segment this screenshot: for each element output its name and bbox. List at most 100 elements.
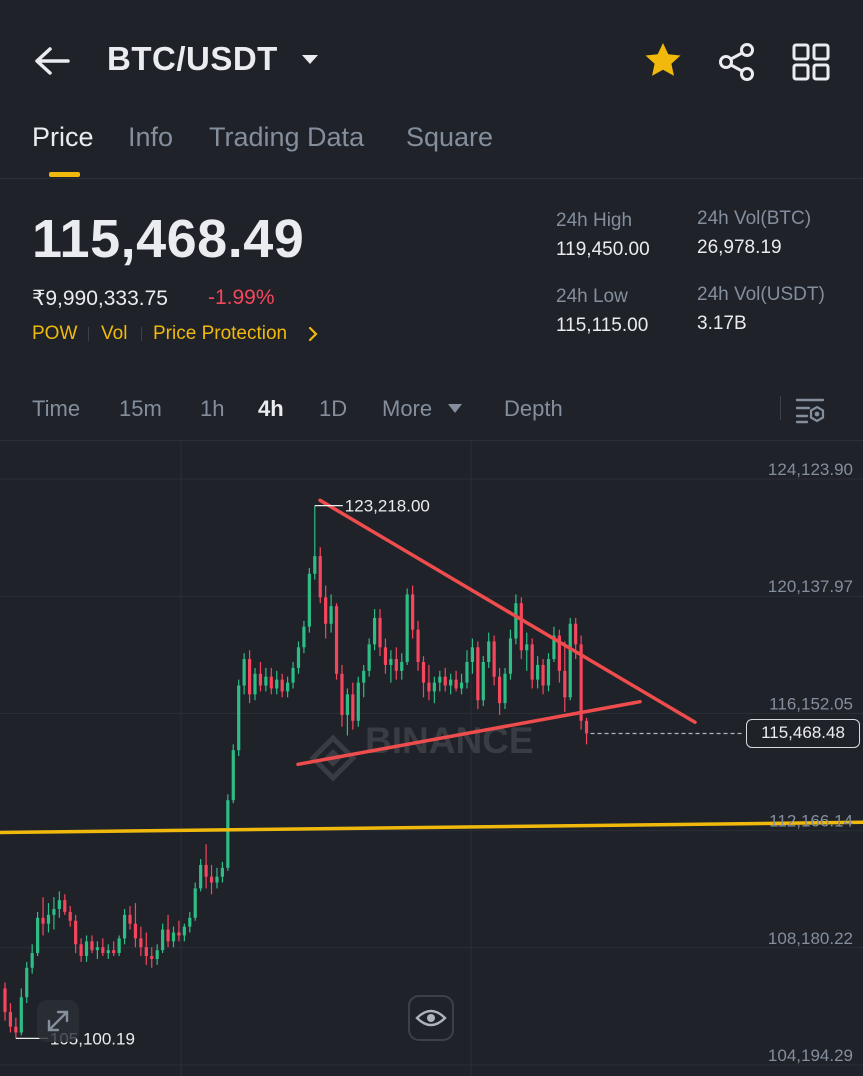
candle-body: [57, 900, 61, 909]
candle-body: [324, 597, 328, 624]
star-icon[interactable]: [642, 40, 684, 82]
stat-24h-low-label: 24h Low: [556, 286, 628, 307]
tab-trading-data[interactable]: Trading Data: [209, 122, 365, 152]
grid-icon[interactable]: [790, 41, 832, 83]
candle-body: [182, 926, 186, 936]
candle-body: [122, 914, 127, 939]
caret-down-icon[interactable]: [300, 52, 320, 68]
candle-body: [68, 911, 72, 921]
candle-body: [563, 670, 567, 698]
chart-settings-icon[interactable]: [793, 394, 829, 426]
candle-body: [79, 944, 83, 957]
share-icon[interactable]: [716, 41, 758, 83]
interval-bottom-divider: [0, 440, 863, 441]
candle-body: [161, 929, 165, 951]
candle-body: [389, 659, 393, 665]
candle-body: [74, 920, 78, 945]
candle-body: [302, 626, 306, 648]
candle-body: [345, 694, 350, 715]
tag-price-protection[interactable]: Price Protection: [153, 323, 288, 344]
fiat-price: ₹9,990,333.75: [32, 287, 168, 310]
tag-pow[interactable]: POW: [32, 323, 78, 344]
candle-body: [63, 900, 67, 912]
interval-1d[interactable]: 1D: [319, 396, 348, 421]
candle-body: [171, 932, 176, 942]
tab-price[interactable]: Price: [32, 122, 94, 152]
pair-title[interactable]: BTC/USDT: [107, 40, 278, 77]
candle-body: [209, 876, 214, 883]
interval-1h[interactable]: 1h: [200, 396, 225, 421]
candle-body: [367, 644, 371, 671]
candle-body: [253, 673, 257, 695]
candle-body: [25, 967, 29, 998]
interval-depth[interactable]: Depth: [504, 396, 563, 421]
candle-body: [584, 720, 589, 734]
eye-icon[interactable]: [408, 995, 454, 1041]
candle-body: [242, 659, 246, 686]
candle-body: [101, 947, 105, 954]
candle-body: [514, 603, 518, 639]
candle-body: [334, 606, 339, 674]
candle-body: [106, 950, 110, 954]
candle-body: [416, 629, 420, 663]
y-axis-tick-label: 108,180.22: [768, 929, 853, 948]
last-price: 115,468.49: [32, 209, 305, 269]
candle-body: [487, 641, 491, 663]
candle-body: [557, 635, 561, 671]
back-arrow-icon[interactable]: [30, 42, 74, 82]
interval-more[interactable]: More: [382, 396, 433, 421]
y-axis-tick-label: 120,137.97: [768, 577, 853, 596]
candle-body: [204, 864, 208, 877]
stat-24h-vol-usdt-value: 3.17B: [697, 313, 747, 334]
chevron-right-icon[interactable]: [306, 325, 320, 343]
candle-body: [46, 914, 51, 924]
candle-body: [247, 659, 252, 695]
candle-body: [318, 556, 322, 598]
candle-body: [476, 647, 480, 701]
candle-body: [133, 923, 138, 939]
candle-body: [41, 917, 45, 924]
expand-icon[interactable]: [36, 999, 80, 1043]
candle-body: [14, 1026, 18, 1033]
candle-body: [438, 676, 442, 683]
more-caret-icon[interactable]: [446, 402, 464, 416]
candle-body: [411, 594, 415, 630]
candlestick-chart[interactable]: BINANCE 124,123.90120,137.97116,152.0511…: [0, 441, 863, 1076]
tab-square[interactable]: Square: [406, 122, 494, 152]
interval-15m[interactable]: 15m: [119, 396, 162, 421]
high-annotation-label: 123,218.00: [345, 497, 430, 516]
candle-body: [427, 682, 431, 692]
tab-info[interactable]: Info: [128, 122, 174, 152]
y-axis-tick-label: 112,166.14: [769, 812, 853, 831]
candle-body: [519, 603, 523, 651]
tab-divider: [0, 178, 863, 179]
candle-body: [226, 800, 230, 868]
candle-body: [84, 941, 89, 957]
candle-body: [536, 664, 540, 680]
candle-body: [296, 647, 301, 668]
candle-body: [52, 908, 56, 915]
candle-body: [90, 941, 94, 951]
candle-body: [36, 917, 40, 954]
candle-body: [579, 644, 583, 721]
candle-body: [568, 623, 572, 698]
candle-body: [95, 947, 99, 951]
candle-body: [574, 623, 578, 645]
candle-body: [356, 682, 360, 721]
interval-time[interactable]: Time: [32, 396, 81, 421]
candle-body: [459, 682, 464, 689]
candle-body: [19, 997, 23, 1033]
candle-body: [421, 662, 426, 683]
interval-4h[interactable]: 4h: [258, 396, 284, 421]
tag-vol[interactable]: Vol: [101, 323, 128, 344]
candle-body: [237, 685, 241, 751]
candle-body: [449, 679, 453, 686]
candle-body: [372, 617, 377, 645]
candle-body: [150, 956, 154, 959]
last-price-label-box: [746, 719, 860, 749]
candle-body: [405, 594, 409, 663]
candle-body: [470, 647, 475, 663]
interval-divider: [780, 396, 781, 420]
candle-body: [128, 914, 132, 924]
candle-body: [497, 676, 502, 704]
